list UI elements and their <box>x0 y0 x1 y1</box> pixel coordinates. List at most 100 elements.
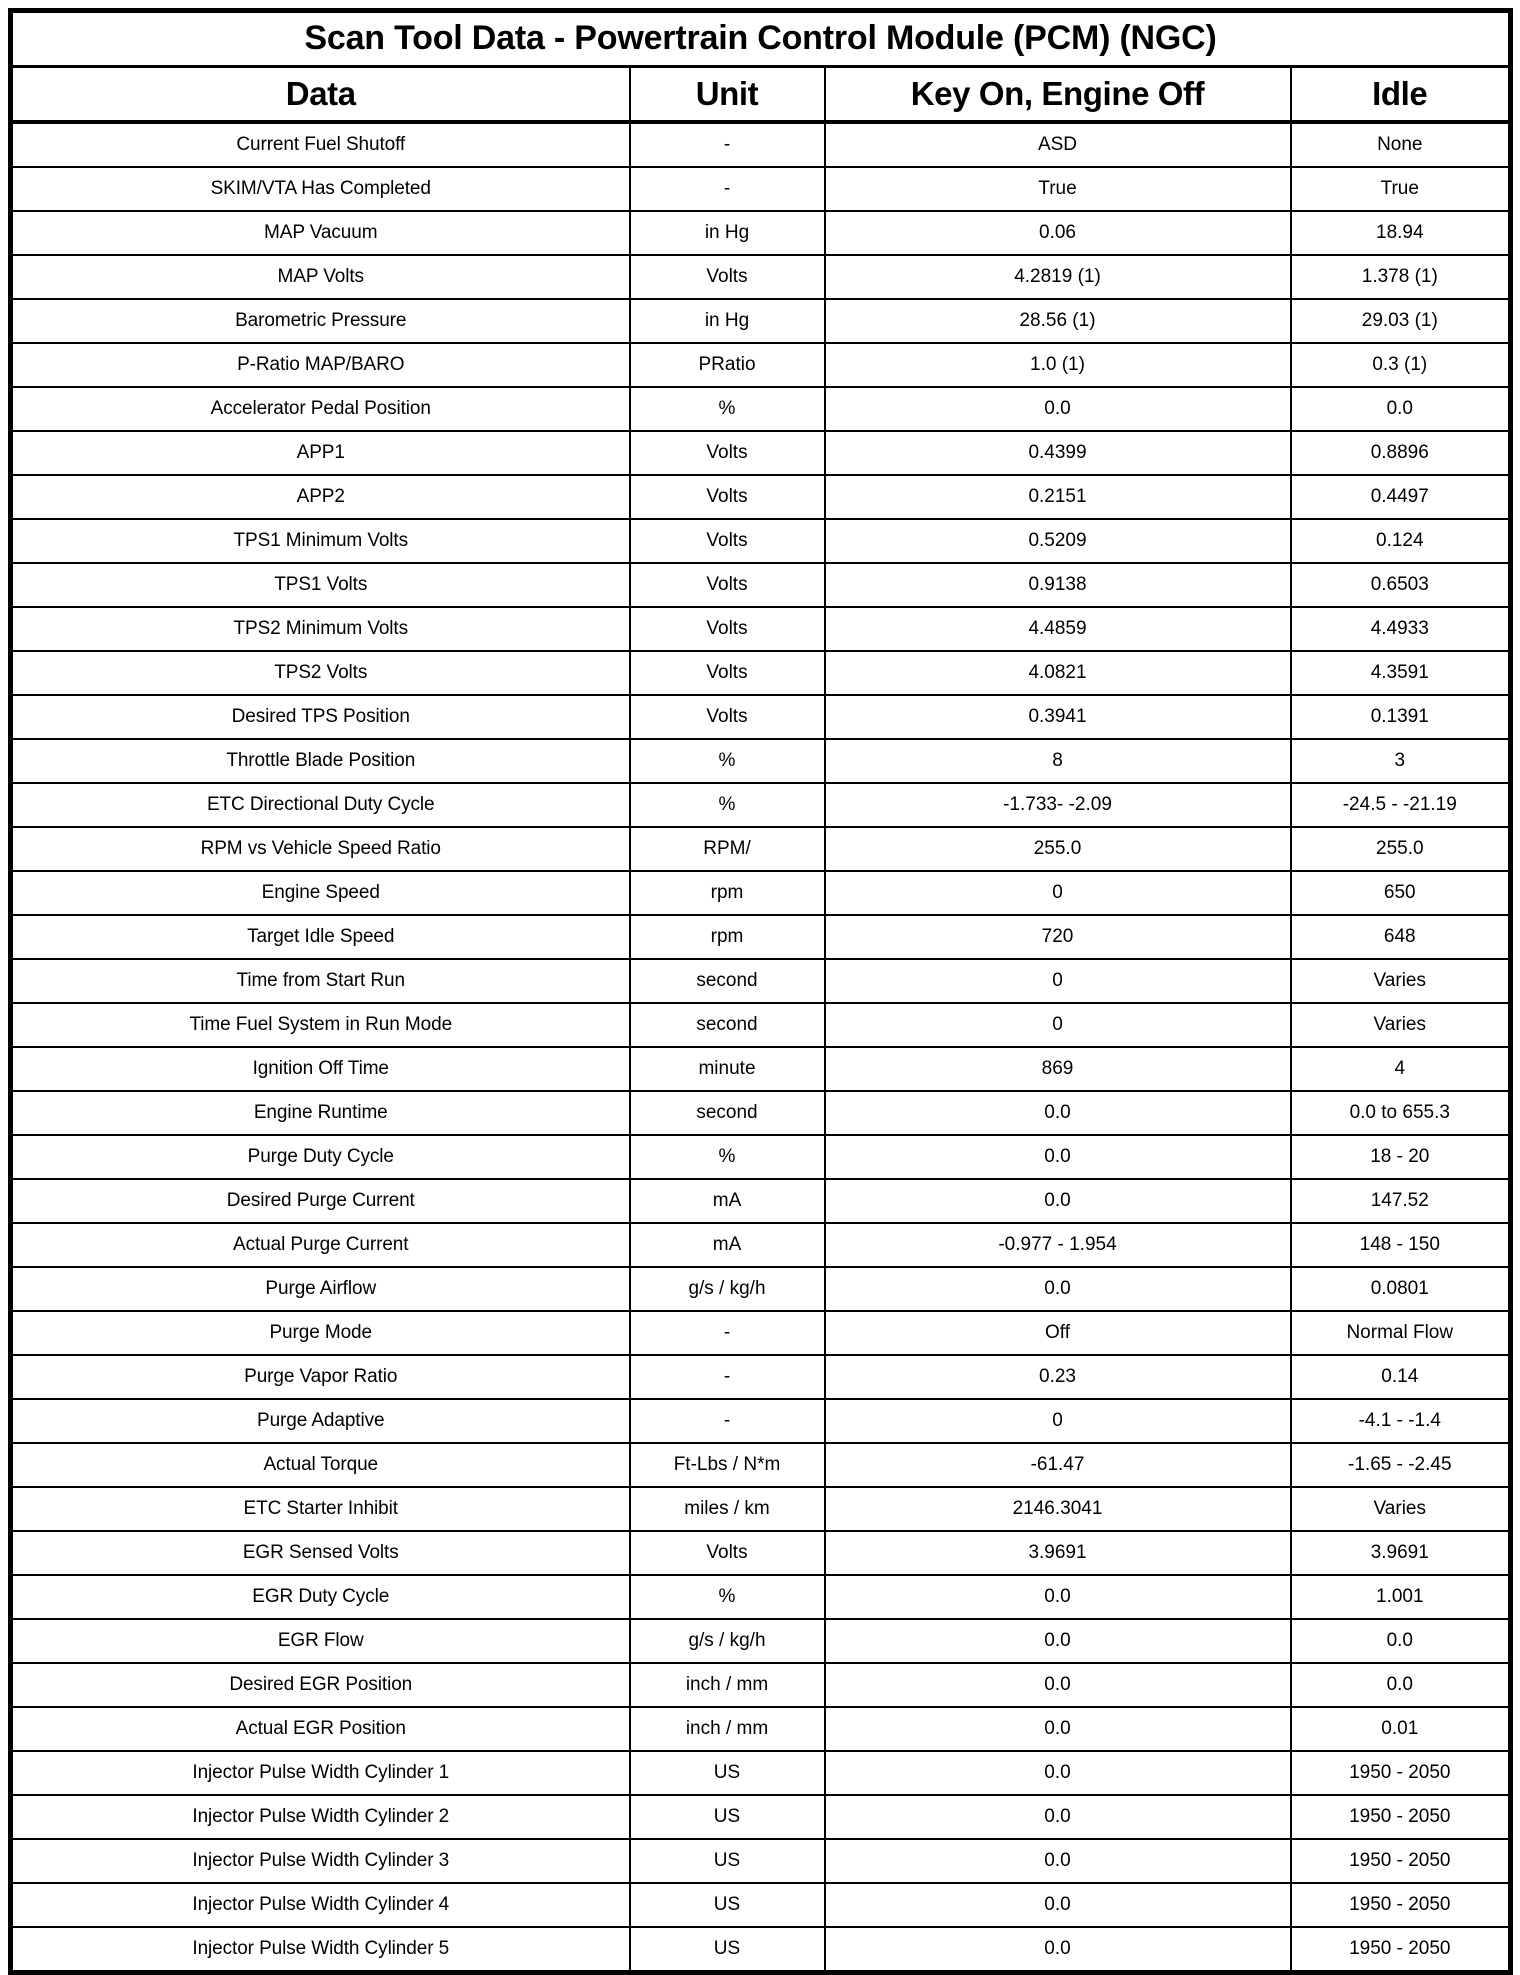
table-row: Time Fuel System in Run Mode second 0 Varie… <box>9 1002 1512 1048</box>
cell-unit: % <box>628 386 826 432</box>
cell-unit: US <box>628 1794 826 1840</box>
cell-key-on: 0.4399 <box>823 430 1292 476</box>
cell-idle: 1950 - 2050 <box>1289 1926 1512 1973</box>
table-row: Actual Purge Current mA -0.977 - 1.954 148 … <box>9 1222 1512 1268</box>
cell-idle: Varies <box>1289 958 1512 1004</box>
cell-unit: Volts <box>628 254 826 300</box>
cell-data: Injector Pulse Width Cylinder 4 <box>9 1882 631 1928</box>
table-row: RPM vs Vehicle Speed Ratio RPM/255.0 255.0 <box>9 826 1512 872</box>
cell-idle: 1.378 (1) <box>1289 254 1512 300</box>
cell-data: Engine Speed <box>9 870 631 916</box>
table-row: Desired EGR Position inch / mm 0.0 0.0 <box>9 1662 1512 1708</box>
cell-key-on: 8 <box>823 738 1292 784</box>
column-header-unit: Unit <box>628 66 826 124</box>
table-row: Actual Torque Ft-Lbs / N*m -61.47 -1.65 - -… <box>9 1442 1512 1488</box>
cell-idle: 0.01 <box>1289 1706 1512 1752</box>
cell-idle: 0.6503 <box>1289 562 1512 608</box>
cell-key-on: 0.3941 <box>823 694 1292 740</box>
column-header-key-on-engine-off: Key On, Engine Off <box>823 66 1292 124</box>
column-header-data: Data <box>9 66 631 124</box>
table-row: EGR Duty Cycle% 0.0 1.001 <box>9 1574 1512 1620</box>
cell-key-on: 0.0 <box>823 1794 1292 1840</box>
cell-key-on: 0 <box>823 958 1292 1004</box>
cell-key-on: ASD <box>823 121 1292 168</box>
cell-data: Current Fuel Shutoff <box>9 121 631 168</box>
cell-unit: inch / mm <box>628 1706 826 1752</box>
cell-idle: -24.5 - -21.19 <box>1289 782 1512 828</box>
cell-idle: 650 <box>1289 870 1512 916</box>
cell-unit: in Hg <box>628 210 826 256</box>
cell-data: ETC Starter Inhibit <box>9 1486 631 1532</box>
cell-idle: 1950 - 2050 <box>1289 1750 1512 1796</box>
table-row: TPS2 Minimum Volts Volts 4.4859 4.4933 <box>9 606 1512 652</box>
cell-idle: 147.52 <box>1289 1178 1512 1224</box>
cell-key-on: 0.0 <box>823 1574 1292 1620</box>
table-row: TPS1 Volts Volts 0.9138 0.6503 <box>9 562 1512 608</box>
cell-unit: % <box>628 1134 826 1180</box>
cell-unit: - <box>628 1354 826 1400</box>
page-title: Scan Tool Data - Powertrain Control Modu… <box>304 19 1217 58</box>
cell-idle: 648 <box>1289 914 1512 960</box>
table-row: TPS1 Minimum Volts Volts 0.5209 0.124 <box>9 518 1512 564</box>
cell-key-on: 0.0 <box>823 1926 1292 1973</box>
table-row: Injector Pulse Width Cylinder 1 US 0.0 1950… <box>9 1750 1512 1796</box>
cell-key-on: -61.47 <box>823 1442 1292 1488</box>
cell-idle: 0.1391 <box>1289 694 1512 740</box>
cell-data: Injector Pulse Width Cylinder 3 <box>9 1838 631 1884</box>
cell-key-on: 0.0 <box>823 1618 1292 1664</box>
cell-idle: Normal Flow <box>1289 1310 1512 1356</box>
cell-data: SKIM/VTA Has Completed <box>9 166 631 212</box>
cell-idle: 18 - 20 <box>1289 1134 1512 1180</box>
cell-key-on: 0.23 <box>823 1354 1292 1400</box>
cell-unit: - <box>628 166 826 212</box>
cell-key-on: 0 <box>823 1398 1292 1444</box>
table-row: Ignition Off Time minute 869 4 <box>9 1046 1512 1092</box>
cell-key-on: 0.0 <box>823 1134 1292 1180</box>
cell-idle: 0.0 <box>1289 1662 1512 1708</box>
cell-unit: RPM/ <box>628 826 826 872</box>
cell-data: MAP Volts <box>9 254 631 300</box>
table-row: Purge Airflow g/s / kg/h 0.0 0.0801 <box>9 1266 1512 1312</box>
cell-unit: US <box>628 1882 826 1928</box>
cell-key-on: 0 <box>823 1002 1292 1048</box>
cell-idle: -4.1 - -1.4 <box>1289 1398 1512 1444</box>
cell-idle: 0.3 (1) <box>1289 342 1512 388</box>
column-header-idle: Idle <box>1289 66 1512 124</box>
cell-key-on: 0.06 <box>823 210 1292 256</box>
cell-key-on: 28.56 (1) <box>823 298 1292 344</box>
cell-idle: 4.4933 <box>1289 606 1512 652</box>
cell-data: EGR Flow <box>9 1618 631 1664</box>
cell-unit: US <box>628 1750 826 1796</box>
cell-unit: Volts <box>628 606 826 652</box>
cell-data: TPS1 Minimum Volts <box>9 518 631 564</box>
cell-idle: 0.0 <box>1289 1618 1512 1664</box>
table-row: Purge Adaptive -0 -4.1 - -1.4 <box>9 1398 1512 1444</box>
cell-unit: Volts <box>628 474 826 520</box>
cell-key-on: 0.0 <box>823 1706 1292 1752</box>
cell-key-on: 720 <box>823 914 1292 960</box>
cell-key-on: 4.2819 (1) <box>823 254 1292 300</box>
cell-data: Actual Torque <box>9 1442 631 1488</box>
cell-idle: 0.124 <box>1289 518 1512 564</box>
cell-idle: 1950 - 2050 <box>1289 1882 1512 1928</box>
cell-idle: 0.0 to 655.3 <box>1289 1090 1512 1136</box>
cell-idle: 1950 - 2050 <box>1289 1838 1512 1884</box>
cell-data: Purge Airflow <box>9 1266 631 1312</box>
table-row: Purge Duty Cycle% 0.0 18 - 20 <box>9 1134 1512 1180</box>
cell-idle: 1.001 <box>1289 1574 1512 1620</box>
cell-data: Time from Start Run <box>9 958 631 1004</box>
cell-data: Purge Vapor Ratio <box>9 1354 631 1400</box>
cell-unit: US <box>628 1926 826 1973</box>
table-row: SKIM/VTA Has Completed - True True <box>9 166 1512 212</box>
cell-unit: - <box>628 1310 826 1356</box>
cell-data: EGR Duty Cycle <box>9 1574 631 1620</box>
table-row: Throttle Blade Position% 8 3 <box>9 738 1512 784</box>
table-row: Barometric Pressure in Hg 28.56 (1) 29.03 (… <box>9 298 1512 344</box>
cell-key-on: 0.0 <box>823 1882 1292 1928</box>
cell-key-on: 0.0 <box>823 1090 1292 1136</box>
cell-idle: 4 <box>1289 1046 1512 1092</box>
cell-data: Purge Adaptive <box>9 1398 631 1444</box>
cell-idle: Varies <box>1289 1002 1512 1048</box>
table-row: Engine Speed rpm 0 650 <box>9 870 1512 916</box>
cell-data: Desired TPS Position <box>9 694 631 740</box>
